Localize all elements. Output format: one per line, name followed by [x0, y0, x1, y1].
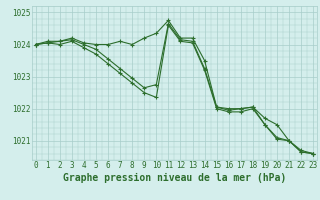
- X-axis label: Graphe pression niveau de la mer (hPa): Graphe pression niveau de la mer (hPa): [63, 173, 286, 183]
